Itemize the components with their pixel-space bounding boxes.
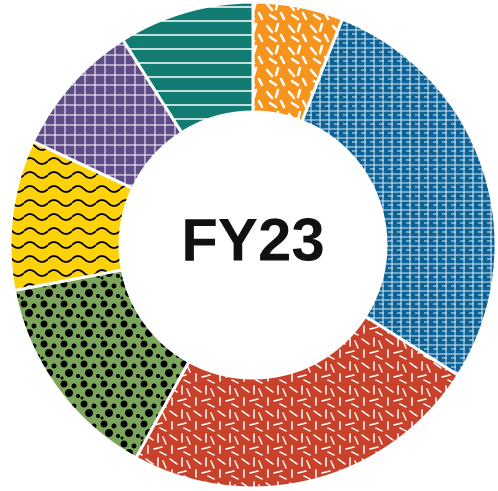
segment-pattern [133,314,461,490]
segment-pattern [300,17,498,378]
segment-pattern [120,0,255,135]
segments [8,0,498,490]
chart-title: FY23 [181,207,324,274]
